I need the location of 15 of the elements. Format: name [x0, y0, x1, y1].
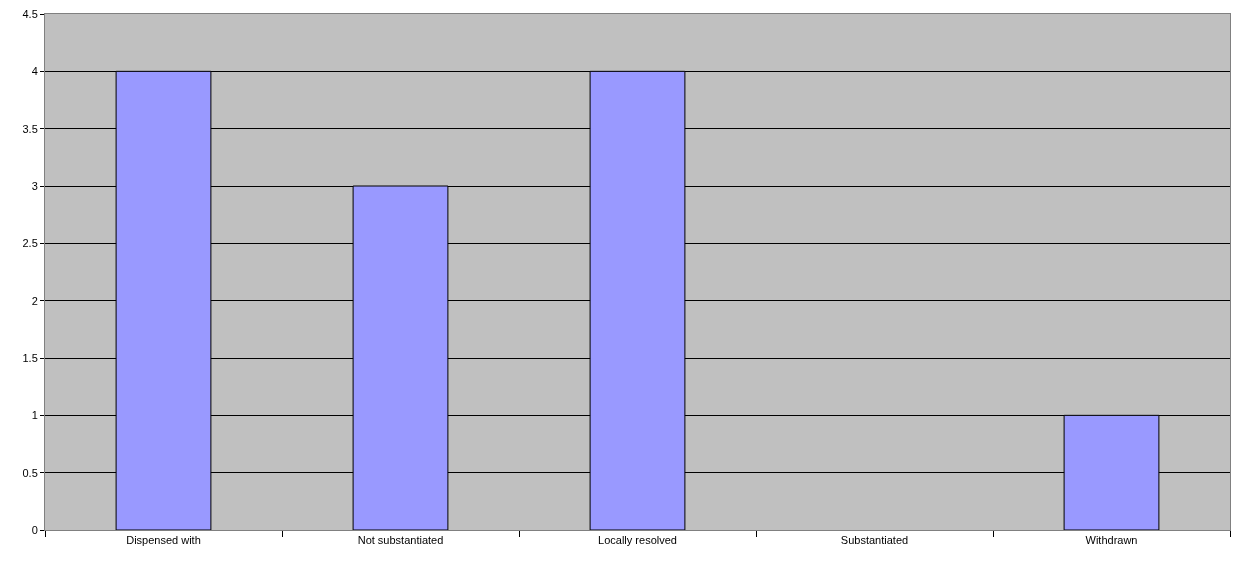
x-tick-label: Substantiated [840, 534, 909, 547]
x-tick-label: Withdrawn [1085, 534, 1138, 547]
y-tick-label: 0 [31, 523, 38, 536]
y-tick-label: 1.5 [22, 351, 38, 364]
y-tick-label: 2.5 [22, 237, 38, 250]
y-tick-label: 0.5 [22, 466, 38, 479]
y-tick-label: 3.5 [22, 122, 38, 135]
y-tick-label: 3 [31, 179, 38, 192]
y-tick-label: 2 [31, 294, 38, 307]
x-tick-label: Locally resolved [598, 534, 677, 547]
y-tick-label: 4.5 [22, 7, 38, 20]
x-tick-label: Dispensed with [126, 534, 201, 547]
y-tick-label: 4 [31, 65, 38, 78]
x-tick-label: Not substantiated [357, 534, 444, 547]
y-tick-label: 1 [31, 409, 38, 422]
